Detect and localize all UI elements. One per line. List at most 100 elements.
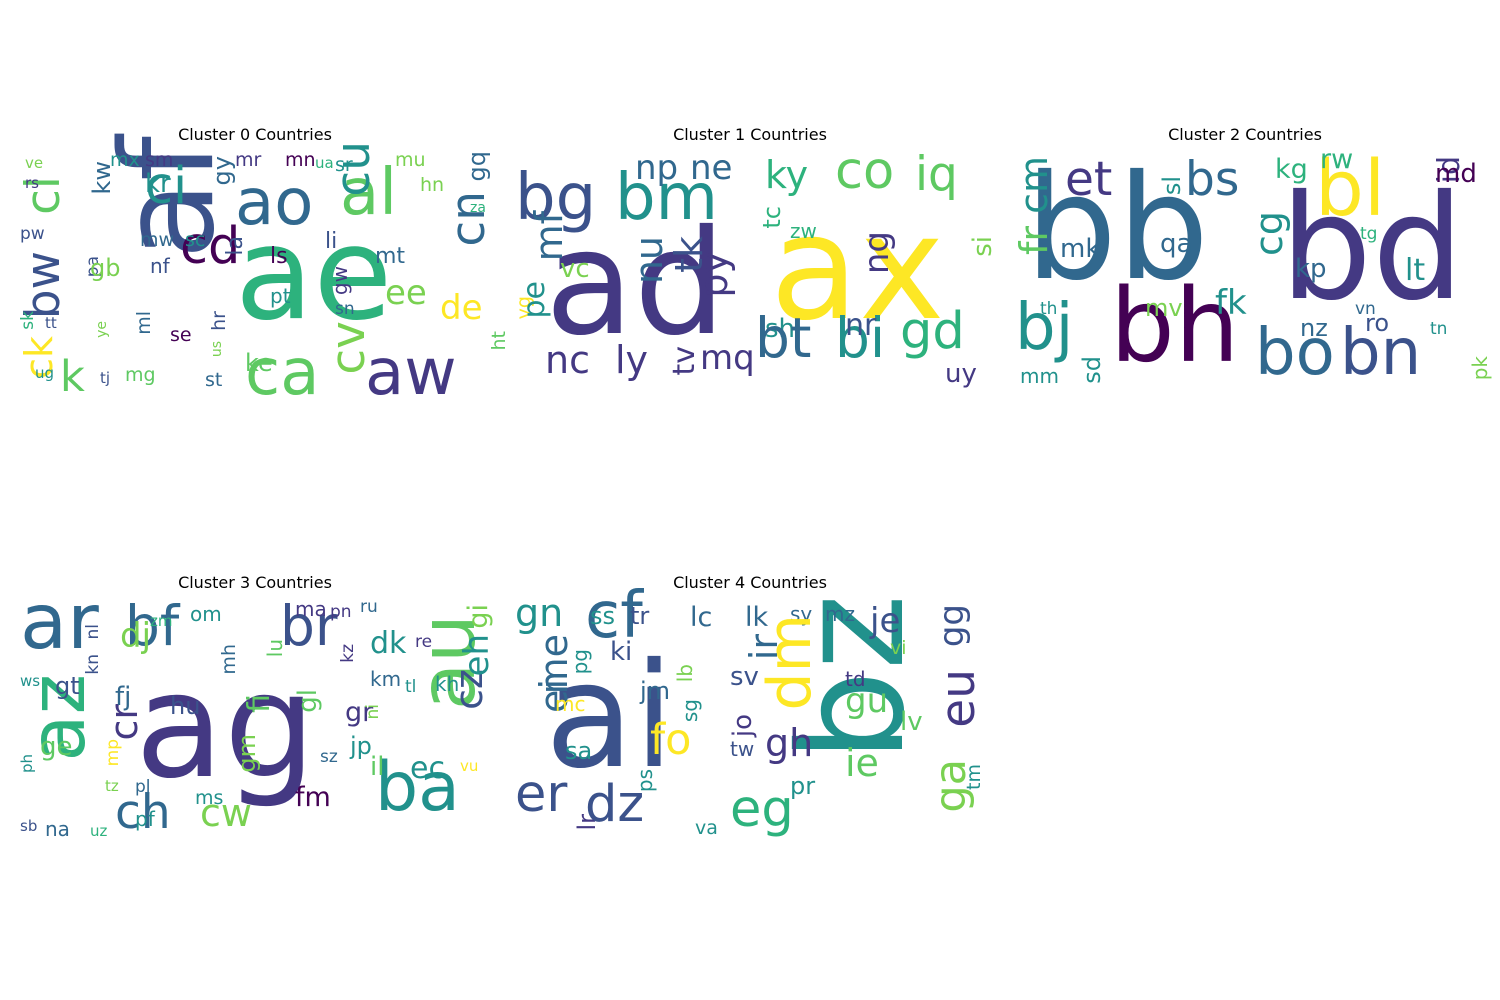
- word-mx: mx: [110, 149, 140, 171]
- word-ne: ne: [690, 148, 733, 188]
- word-bj: bj: [1015, 291, 1074, 365]
- word-bh: bh: [1110, 267, 1240, 386]
- word-fm: fm: [295, 782, 331, 813]
- word-zm: zm: [150, 612, 173, 630]
- word-ml: ml: [133, 311, 155, 335]
- word-ae: ae: [235, 200, 393, 349]
- word-cv: cv: [321, 321, 376, 375]
- word-gt: gt: [55, 672, 80, 700]
- word-ki: ki: [610, 637, 633, 667]
- wordcloud: ai bz cf gn ss tr lc lk sy mz je gg dm ir ki pg me ei eu vi…: [515, 584, 986, 839]
- word-mv: mv: [1145, 294, 1183, 322]
- word-ht: ht: [488, 331, 510, 351]
- wordcloud: bb bd et bs bl bh bj bo bn fr cm sl kg rw id md qa cg mk kp…: [1010, 146, 1492, 391]
- word-ir: ir: [742, 634, 786, 661]
- word-za: za: [470, 200, 486, 216]
- word-fo: fo: [650, 715, 692, 765]
- word-kn: kn: [83, 654, 103, 675]
- word-nu: nu: [627, 236, 671, 285]
- wordcloud-panel-3: Cluster 3 Countries ag ar bf br au az ba cz eh gi…: [14, 573, 497, 839]
- word-cm: cm: [1012, 156, 1056, 214]
- word-mm: mm: [1020, 364, 1059, 388]
- word-pr: pr: [790, 772, 816, 800]
- word-pt: pt: [270, 284, 291, 308]
- word-pf: pf: [135, 807, 155, 831]
- panel-title: Cluster 1 Countries: [673, 125, 827, 144]
- word-om: om: [190, 602, 222, 626]
- word-sa: sa: [565, 737, 593, 765]
- word-tr: tr: [630, 602, 650, 630]
- word-bd: bd: [1280, 164, 1465, 333]
- word-cw: cw: [200, 791, 252, 835]
- word-br: br: [280, 594, 338, 658]
- word-mn: mn: [285, 149, 316, 171]
- word-nl: nl: [83, 624, 103, 640]
- word-tg: tg: [1360, 224, 1378, 244]
- word-zw: zw: [790, 219, 817, 243]
- word-la: la: [223, 236, 248, 256]
- wordcloud-panel-2: Cluster 2 Countries bb bd et bs bl bh bj bo bn fr…: [1010, 125, 1492, 391]
- word-ke: ke: [245, 349, 273, 377]
- word-kr: kr: [145, 169, 171, 199]
- word-sy: sy: [790, 602, 813, 626]
- word-gm: gm: [233, 734, 261, 773]
- word-ma: ma: [295, 597, 327, 621]
- word-bt: bt: [755, 306, 812, 370]
- panel-title: Cluster 4 Countries: [673, 573, 827, 592]
- word-nr: nr: [845, 308, 877, 343]
- word-th: th: [1040, 299, 1058, 319]
- word-ky: ky: [765, 153, 809, 197]
- word-np: np: [635, 148, 679, 188]
- word-vi: vi: [890, 637, 907, 659]
- word-bi: bi: [835, 306, 886, 370]
- word-dz: dz: [585, 775, 645, 834]
- word-pn: pn: [330, 602, 352, 622]
- word-ng: ng: [857, 231, 897, 275]
- word-dk: dk: [370, 626, 407, 661]
- word-lt: lt: [1405, 253, 1426, 288]
- word-gd: gd: [900, 302, 965, 361]
- word-py: py: [692, 251, 736, 298]
- word-gn: gn: [515, 591, 564, 635]
- word-se: se: [170, 324, 192, 346]
- word-dm: dm: [755, 614, 825, 711]
- word-lk: lk: [745, 602, 769, 633]
- word-st: st: [205, 369, 223, 391]
- word-tw: tw: [730, 737, 755, 761]
- word-ai: ai: [545, 632, 675, 801]
- word-cd: cd: [180, 217, 241, 276]
- word-td: td: [845, 667, 866, 691]
- word-sh: sh: [765, 314, 796, 344]
- word-ee: ee: [385, 273, 427, 313]
- word-mk: mk: [1060, 234, 1101, 264]
- word-mp: mp: [103, 739, 123, 767]
- word-gh: gh: [765, 721, 814, 765]
- word-tn: tn: [1430, 319, 1448, 339]
- word-md: md: [1435, 159, 1477, 189]
- word-cg: cg: [1247, 211, 1291, 257]
- word-mc: mc: [555, 692, 586, 716]
- word-pe: pe: [517, 281, 552, 319]
- word-ar: ar: [20, 578, 99, 667]
- wordcloud-panel-4: Cluster 4 Countries ai bz cf gn ss tr lc lk sy mz…: [515, 573, 986, 839]
- word-nf: nf: [150, 254, 170, 278]
- word-jm: jm: [640, 677, 671, 705]
- word-qa: qa: [1160, 229, 1193, 259]
- panel-title: Cluster 3 Countries: [178, 573, 332, 592]
- word-lv: lv: [900, 707, 923, 737]
- word-kw: kw: [88, 161, 116, 195]
- word-ie: ie: [845, 741, 879, 785]
- word-et: et: [1065, 152, 1113, 207]
- word-ba: ba: [375, 748, 460, 827]
- word-je: je: [870, 601, 901, 641]
- word-gr: gr: [345, 697, 374, 728]
- word-iq: iq: [915, 147, 958, 202]
- word-gg: gg: [932, 604, 972, 648]
- word-cf: cf: [585, 579, 643, 653]
- word-tl: tl: [405, 677, 417, 697]
- word-ug: ug: [35, 364, 55, 382]
- word-er: er: [515, 765, 568, 824]
- word-ru: ru: [360, 597, 378, 617]
- word-ve: ve: [25, 154, 44, 172]
- word-ua: ua: [315, 154, 334, 172]
